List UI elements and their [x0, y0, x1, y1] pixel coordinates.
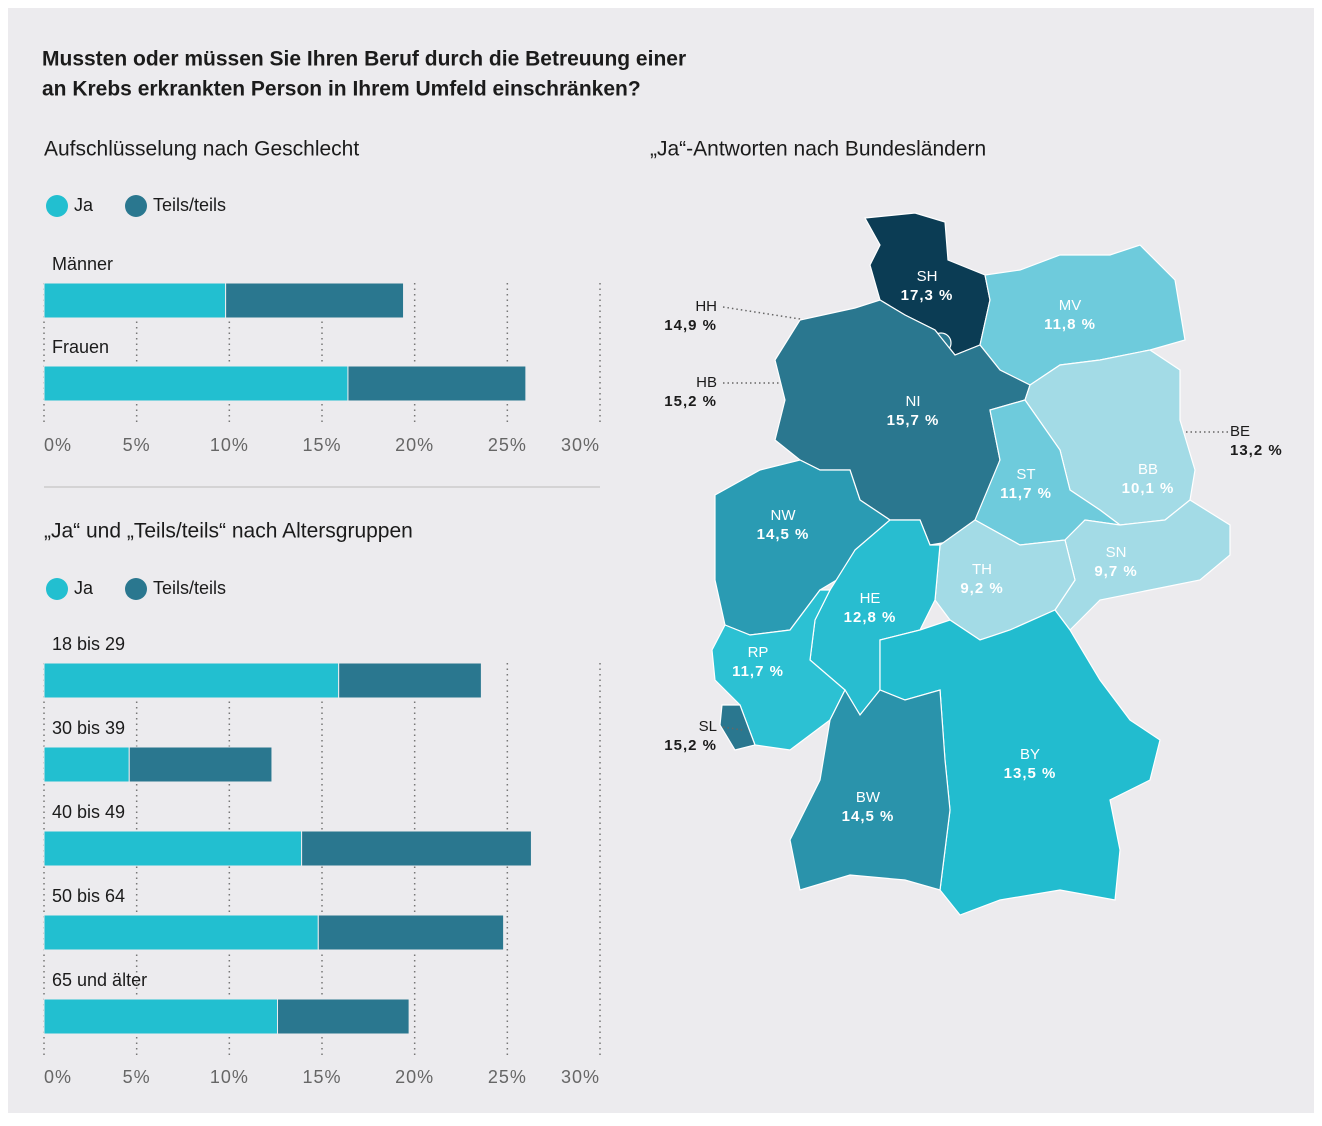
- state-value: 9,7 %: [1094, 563, 1137, 580]
- leader-line: [722, 726, 743, 731]
- state-value: 11,7 %: [1000, 485, 1052, 502]
- x-tick-label: 10%: [210, 1067, 249, 1087]
- state-code: NW: [771, 507, 797, 524]
- category-label: 18 bis 29: [52, 634, 125, 654]
- state-value: 14,9 %: [664, 317, 717, 334]
- x-tick-label: 30%: [561, 435, 600, 455]
- state-code: MV: [1059, 297, 1082, 314]
- legend-swatch: [46, 578, 68, 600]
- state-value: 15,2 %: [664, 393, 717, 410]
- legend-label: Ja: [74, 195, 94, 215]
- legend-label: Teils/teils: [153, 195, 226, 215]
- x-tick-label: 25%: [488, 435, 527, 455]
- state-value: 11,8 %: [1044, 316, 1096, 333]
- state-code: BE: [1230, 423, 1250, 440]
- legend-label: Teils/teils: [153, 578, 226, 598]
- state-code: BY: [1020, 746, 1040, 763]
- state-code: SN: [1106, 544, 1127, 561]
- state-code: ST: [1016, 466, 1035, 483]
- category-label: 30 bis 39: [52, 718, 125, 738]
- title-line: an Krebs erkrankten Person in Ihrem Umfe…: [42, 78, 641, 101]
- state-value: 14,5 %: [842, 808, 895, 825]
- bar-segment: [277, 998, 410, 1035]
- bar-segment: [43, 282, 227, 319]
- legend-label: Ja: [74, 578, 94, 598]
- bar-segment: [43, 914, 319, 951]
- bar-segment: [225, 282, 405, 319]
- x-tick-label: 10%: [210, 435, 249, 455]
- state-value: 13,2 %: [1230, 442, 1283, 459]
- state-code: NI: [906, 393, 921, 410]
- x-tick-label: 15%: [302, 435, 341, 455]
- state-code: SH: [917, 268, 938, 285]
- state: [719, 704, 756, 751]
- legend-swatch: [125, 578, 147, 600]
- subtitle: „Ja“-Antworten nach Bundesländern: [650, 138, 986, 161]
- state-code: TH: [972, 561, 992, 578]
- state-code: BB: [1138, 461, 1158, 478]
- state-code: HE: [860, 590, 881, 607]
- bar-segment: [43, 830, 303, 867]
- state-code: RP: [748, 644, 769, 661]
- state: [789, 688, 951, 891]
- title-line: Mussten oder müssen Sie Ihren Beruf durc…: [42, 48, 686, 71]
- x-tick-label: 30%: [561, 1067, 600, 1087]
- category-label: 65 und älter: [52, 970, 147, 990]
- x-tick-label: 25%: [488, 1067, 527, 1087]
- state-value: 9,2 %: [960, 580, 1003, 597]
- x-tick-label: 20%: [395, 435, 434, 455]
- category-label: 40 bis 49: [52, 802, 125, 822]
- state-value: 14,5 %: [757, 526, 810, 543]
- category-label: Frauen: [52, 337, 109, 357]
- legend-swatch: [125, 195, 147, 217]
- x-tick-label: 5%: [123, 1067, 151, 1087]
- state-code: HH: [695, 298, 717, 315]
- state-value: 12,8 %: [844, 609, 897, 626]
- x-tick-label: 15%: [302, 1067, 341, 1087]
- x-tick-label: 20%: [395, 1067, 434, 1087]
- bar-segment: [338, 662, 482, 699]
- state-code: HB: [696, 374, 717, 391]
- bar-segment: [301, 830, 532, 867]
- state-code: SL: [699, 718, 717, 735]
- category-label: Männer: [52, 254, 113, 274]
- bar-segment: [43, 746, 130, 783]
- bar-segment: [317, 914, 505, 951]
- legend-swatch: [46, 195, 68, 217]
- state-value: 15,2 %: [664, 737, 717, 754]
- bar-segment: [43, 998, 279, 1035]
- bar-segment: [43, 662, 340, 699]
- state-value: 17,3 %: [901, 287, 954, 304]
- state-value: 11,7 %: [732, 663, 784, 680]
- state-code: BW: [856, 789, 881, 806]
- state-value: 13,5 %: [1004, 765, 1057, 782]
- x-tick-label: 0%: [44, 435, 72, 455]
- subtitle: „Ja“ und „Teils/teils“ nach Altersgruppe…: [44, 520, 413, 543]
- subtitle: Aufschlüsselung nach Geschlecht: [44, 138, 359, 161]
- bar-segment: [128, 746, 273, 783]
- bar-segment: [347, 365, 527, 402]
- bar-segment: [43, 365, 349, 402]
- state-value: 15,7 %: [887, 412, 940, 429]
- x-tick-label: 0%: [44, 1067, 72, 1087]
- state-value: 10,1 %: [1122, 480, 1175, 497]
- x-tick-label: 5%: [123, 435, 151, 455]
- category-label: 50 bis 64: [52, 886, 125, 906]
